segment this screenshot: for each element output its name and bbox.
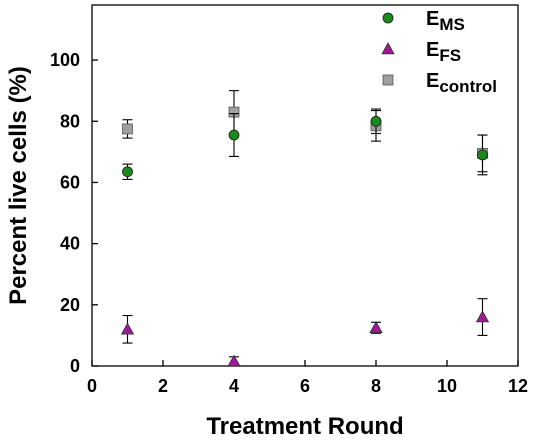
series-ms-point [370,115,382,127]
x-tick-label: 8 [371,376,381,396]
y-tick-label: 80 [60,111,80,131]
legend: EMS EFS Econtrol [381,8,497,96]
series-ms-point [122,166,133,178]
legend-marker-ms [382,12,394,24]
series-control-point [122,123,133,135]
x-tick-label: 0 [87,376,97,396]
x-tick-label: 2 [158,376,168,396]
series-fs-point [120,322,135,335]
series-fs-point [369,320,383,333]
y-tick-label: 20 [60,295,80,315]
series-fs-point [475,310,490,323]
y-tick-label: 60 [60,172,80,192]
series-fs-point [227,354,241,367]
x-tick-label: 10 [437,376,457,396]
y-axis-label: Percent live cells (%) [5,66,32,305]
legend-marker-fs [381,42,395,55]
x-axis-label: Treatment Round [206,413,403,440]
y-tick-label: 0 [70,356,80,376]
legend-label-control: Econtrol [426,70,497,96]
x-tick-label: 6 [300,376,310,396]
ticks: 0 2 4 6 8 10 12 0 20 40 60 80 100 [50,50,528,396]
y-tick-label: 100 [50,50,80,70]
series-ms-point [228,129,240,141]
legend-label-fs: EFS [426,39,461,65]
series-ms-point [477,149,488,161]
x-tick-label: 12 [508,376,528,396]
x-tick-label: 4 [229,376,239,396]
data-marks [120,90,490,367]
legend-marker-control [382,74,394,86]
y-tick-label: 40 [60,234,80,254]
legend-label-ms: EMS [426,8,465,34]
